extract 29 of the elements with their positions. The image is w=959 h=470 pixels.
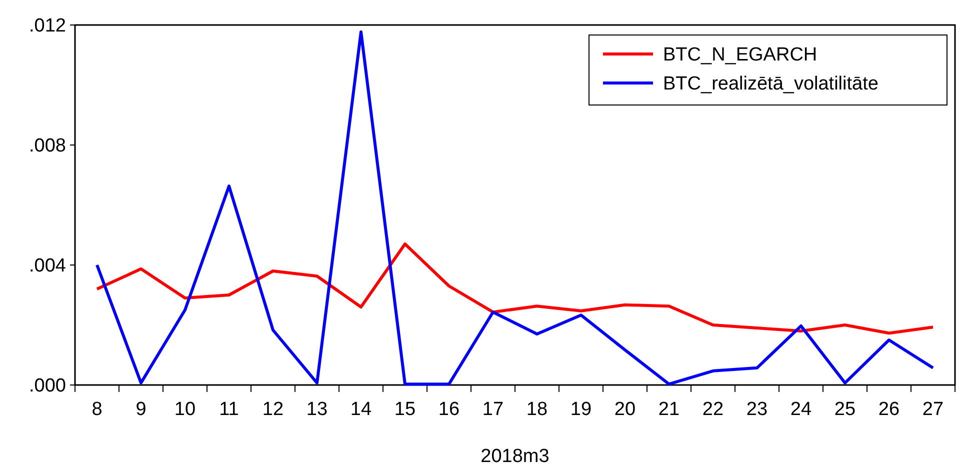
x-tick-label: 17 [482,399,504,420]
x-tick-label: 23 [746,399,768,420]
x-tick-label: 12 [262,399,284,420]
x-tick-label: 19 [570,399,592,420]
x-tick-label: 11 [219,399,239,420]
legend-label: BTC_realizētā_volatilitāte [663,74,878,95]
x-tick-label: 10 [174,399,196,420]
x-tick-label: 15 [394,399,416,420]
x-tick-label: 8 [92,399,102,420]
y-tick-label: .000 [29,376,66,397]
x-tick-label: 26 [878,399,900,420]
y-tick-label: .004 [29,256,66,277]
x-axis-title: 2018m3 [480,446,550,467]
line-series [96,242,934,335]
x-tick-label: 20 [614,399,636,420]
x-tick-label: 16 [438,399,460,420]
x-tick-label: 9 [136,399,146,420]
legend-label: BTC_N_EGARCH [663,44,818,66]
line-series [96,30,934,386]
x-tick-label: 18 [526,399,548,420]
x-tick-label: 22 [702,399,724,420]
x-tick-label: 14 [350,399,372,420]
x-tick-label: 27 [922,399,944,420]
x-tick-label: 13 [306,399,328,420]
y-tick-label: .008 [29,136,66,157]
x-tick-label: 24 [790,399,812,420]
y-tick-label: .012 [29,16,66,37]
x-tick-label: 25 [834,399,856,420]
x-tick-label: 21 [658,399,680,420]
